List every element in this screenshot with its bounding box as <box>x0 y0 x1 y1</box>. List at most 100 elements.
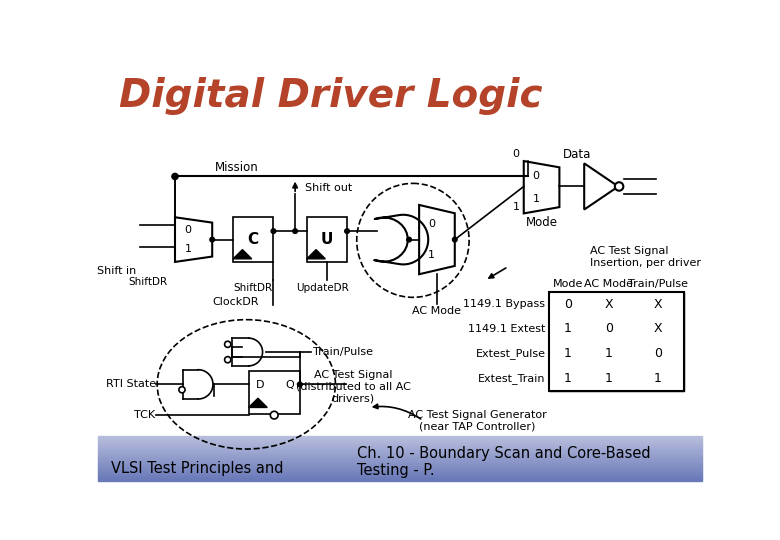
Text: 1: 1 <box>564 372 572 384</box>
Polygon shape <box>419 205 455 274</box>
Circle shape <box>225 356 231 363</box>
Polygon shape <box>183 370 213 399</box>
Polygon shape <box>175 217 212 262</box>
Bar <box>98 464 702 465</box>
Text: 0: 0 <box>533 171 540 181</box>
Bar <box>98 466 702 467</box>
Bar <box>98 463 702 464</box>
Text: Shift in: Shift in <box>97 266 136 276</box>
Text: 0: 0 <box>512 149 519 159</box>
Text: D: D <box>256 380 264 390</box>
Bar <box>98 457 702 458</box>
Polygon shape <box>249 398 268 408</box>
Text: Mission: Mission <box>215 161 259 174</box>
Bar <box>98 474 702 475</box>
Text: 0: 0 <box>564 298 572 311</box>
Text: 1149.1 Extest: 1149.1 Extest <box>468 324 545 334</box>
Bar <box>98 446 702 447</box>
Text: Digital Driver Logic: Digital Driver Logic <box>119 77 543 114</box>
Bar <box>98 471 702 473</box>
Text: Shift out: Shift out <box>305 183 353 193</box>
Bar <box>98 450 702 451</box>
Bar <box>98 469 702 470</box>
Text: 1: 1 <box>654 372 661 384</box>
Text: Train/Pulse: Train/Pulse <box>313 347 373 357</box>
Circle shape <box>297 382 302 387</box>
Text: 1: 1 <box>564 322 572 335</box>
Bar <box>98 461 702 462</box>
Text: Mode: Mode <box>526 216 558 229</box>
Bar <box>587 341 632 366</box>
Bar <box>632 341 684 366</box>
Bar <box>98 455 702 456</box>
Bar <box>98 465 702 466</box>
Circle shape <box>406 237 411 242</box>
Bar <box>98 460 702 461</box>
Text: 1: 1 <box>185 245 192 254</box>
Circle shape <box>452 237 457 242</box>
Bar <box>98 444 702 445</box>
Bar <box>549 292 587 316</box>
Bar <box>98 439 702 441</box>
Bar <box>632 366 684 390</box>
Bar <box>233 217 274 262</box>
Text: X: X <box>654 322 662 335</box>
Text: Train/Pulse: Train/Pulse <box>628 279 688 289</box>
Bar <box>98 470 702 471</box>
Bar <box>549 341 587 366</box>
Bar <box>587 366 632 390</box>
Text: 1149.1 Bypass: 1149.1 Bypass <box>463 299 545 309</box>
Text: C: C <box>248 232 259 247</box>
Bar <box>98 467 702 468</box>
Polygon shape <box>374 215 428 265</box>
Circle shape <box>271 229 276 233</box>
Bar <box>98 454 702 455</box>
Bar <box>98 477 702 478</box>
Bar <box>98 480 702 481</box>
Text: 1: 1 <box>605 347 613 360</box>
Text: AC Test Signal
Insertion, per driver: AC Test Signal Insertion, per driver <box>590 246 700 268</box>
Bar <box>307 217 347 262</box>
Text: UpdateDR: UpdateDR <box>296 283 349 293</box>
Bar <box>98 458 702 460</box>
Bar <box>98 476 702 477</box>
Circle shape <box>179 387 185 393</box>
Text: 1: 1 <box>605 372 613 384</box>
Text: 1: 1 <box>564 347 572 360</box>
Text: TCK: TCK <box>134 410 156 420</box>
Bar <box>98 438 702 439</box>
Polygon shape <box>584 164 619 210</box>
Text: 0: 0 <box>654 347 661 360</box>
Polygon shape <box>307 249 325 259</box>
Bar <box>549 292 684 390</box>
Text: Q: Q <box>285 380 294 390</box>
Bar <box>549 366 587 390</box>
Text: X: X <box>604 298 613 311</box>
Bar <box>98 447 702 448</box>
Polygon shape <box>233 249 252 259</box>
Text: ShiftDR: ShiftDR <box>234 283 273 293</box>
Bar <box>98 473 702 474</box>
Bar <box>249 372 300 414</box>
Bar <box>98 478 702 480</box>
Text: Extest_Train: Extest_Train <box>478 373 545 383</box>
Text: 0: 0 <box>605 322 613 335</box>
Text: Data: Data <box>562 148 591 161</box>
Polygon shape <box>523 161 559 213</box>
Bar <box>98 462 702 463</box>
Text: 1: 1 <box>533 194 540 204</box>
Bar <box>98 448 702 449</box>
Bar <box>98 436 702 437</box>
Bar <box>632 316 684 341</box>
Bar <box>98 475 702 476</box>
Bar <box>549 316 587 341</box>
Circle shape <box>225 341 231 347</box>
Circle shape <box>345 229 349 233</box>
Text: ClockDR: ClockDR <box>212 297 259 307</box>
Text: Extest_Pulse: Extest_Pulse <box>476 348 545 359</box>
Text: VLSI Test Principles and: VLSI Test Principles and <box>112 461 284 476</box>
Circle shape <box>172 173 178 179</box>
Circle shape <box>210 237 215 242</box>
Text: U: U <box>321 232 333 247</box>
Circle shape <box>615 182 623 191</box>
